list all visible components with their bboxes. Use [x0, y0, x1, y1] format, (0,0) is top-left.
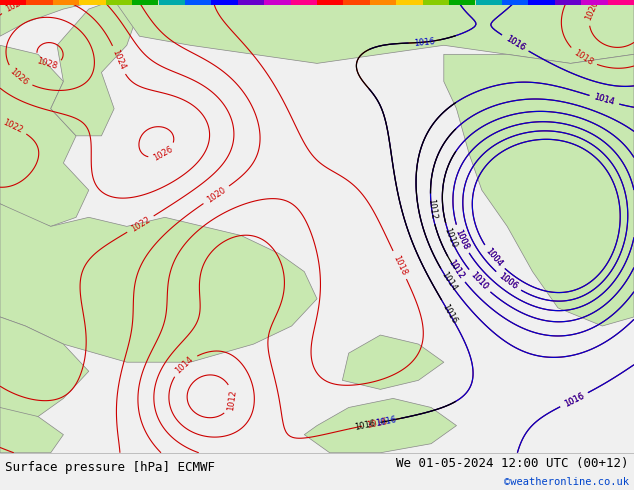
Text: 1016: 1016	[366, 416, 389, 430]
Text: 1016: 1016	[562, 391, 586, 409]
Bar	[449, 0, 476, 5]
Bar	[185, 0, 211, 5]
Text: 1014: 1014	[174, 354, 195, 375]
Bar	[27, 0, 53, 5]
Bar	[0, 0, 27, 5]
Text: 1012: 1012	[446, 258, 465, 281]
Text: 1024: 1024	[3, 0, 26, 14]
Bar	[211, 0, 238, 5]
Bar	[264, 0, 290, 5]
Bar	[423, 0, 449, 5]
Bar	[106, 0, 132, 5]
Text: 1016: 1016	[375, 415, 397, 428]
Text: 1004: 1004	[484, 246, 504, 269]
Text: 1016: 1016	[562, 391, 586, 409]
Bar	[607, 0, 634, 5]
Text: 1008: 1008	[453, 228, 470, 251]
Text: 1014: 1014	[439, 270, 458, 293]
Text: 1010: 1010	[469, 270, 489, 292]
Bar	[555, 0, 581, 5]
Text: 1026: 1026	[152, 145, 175, 163]
Text: 1006: 1006	[497, 272, 519, 292]
Text: 1012: 1012	[446, 258, 465, 281]
Bar	[370, 0, 396, 5]
Text: 1014: 1014	[593, 93, 616, 107]
Text: ©weatheronline.co.uk: ©weatheronline.co.uk	[504, 477, 629, 487]
Text: 1016: 1016	[504, 34, 527, 52]
Text: 1026: 1026	[8, 67, 30, 87]
Bar	[290, 0, 317, 5]
Text: 1018: 1018	[391, 253, 408, 276]
Text: 1016: 1016	[413, 37, 435, 48]
Text: 1014: 1014	[593, 93, 616, 107]
Text: 1022: 1022	[1, 118, 24, 135]
Bar	[476, 0, 502, 5]
Bar	[528, 0, 555, 5]
Text: 1028: 1028	[36, 56, 58, 71]
Bar	[53, 0, 79, 5]
Bar	[396, 0, 423, 5]
Text: 1004: 1004	[484, 246, 504, 269]
Text: 1018: 1018	[572, 48, 595, 67]
Text: 1010: 1010	[443, 226, 458, 249]
Bar	[79, 0, 106, 5]
Text: 1020: 1020	[205, 185, 228, 204]
Bar	[158, 0, 185, 5]
Text: 1010: 1010	[469, 270, 489, 292]
Bar	[317, 0, 344, 5]
Text: 1012: 1012	[426, 198, 437, 220]
Bar	[344, 0, 370, 5]
Bar	[132, 0, 158, 5]
Text: 1022: 1022	[129, 215, 152, 233]
Text: 1020: 1020	[583, 0, 600, 22]
Bar	[581, 0, 607, 5]
Text: 1016: 1016	[441, 302, 459, 325]
Text: 1006: 1006	[497, 272, 519, 292]
Text: 1008: 1008	[453, 228, 470, 251]
Text: We 01-05-2024 12:00 UTC (00+12): We 01-05-2024 12:00 UTC (00+12)	[396, 457, 629, 470]
Text: 1016: 1016	[504, 34, 527, 52]
Text: Surface pressure [hPa] ECMWF: Surface pressure [hPa] ECMWF	[5, 461, 215, 474]
Text: 1016: 1016	[354, 419, 377, 432]
Text: 1024: 1024	[110, 49, 127, 72]
Bar	[238, 0, 264, 5]
Text: 1012: 1012	[226, 389, 238, 411]
Bar	[502, 0, 528, 5]
